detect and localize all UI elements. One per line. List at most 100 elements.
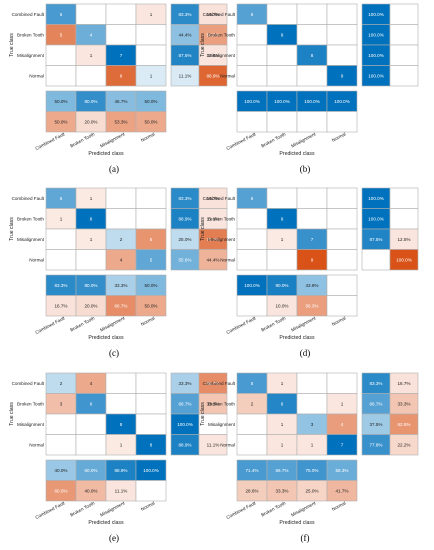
matrix-cell (75, 3, 107, 25)
matrix-cell-value: 1 (90, 237, 93, 242)
y-tick-label: Broken Tooth (17, 401, 44, 406)
row-summary-cell (389, 44, 419, 66)
matrix-cell-value: 1 (281, 237, 284, 242)
matrix-cell (135, 249, 167, 271)
matrix-cell (236, 44, 268, 66)
matrix-cell-value: 1 (341, 401, 344, 406)
matrix-cell (75, 434, 107, 456)
matrix-cell (296, 3, 328, 25)
row-summary-value: 88.9% (178, 216, 191, 221)
row-summary-cell (389, 249, 419, 271)
matrix-cell-value: 1 (60, 216, 63, 221)
matrix-cell-value: 6 (281, 401, 284, 406)
y-tick-label: Misalignment (208, 422, 236, 427)
row-summary-value: 44.4% (178, 32, 191, 37)
matrix-cell-value: 5 (251, 381, 254, 386)
matrix-cell (326, 44, 358, 66)
matrix-cell (75, 65, 107, 87)
row-summary-value: 16.7% (206, 12, 219, 17)
matrix-cell (135, 372, 167, 394)
matrix-cell (236, 434, 268, 456)
row-summary-cell (198, 434, 228, 456)
row-summary-value: 83.3% (178, 12, 191, 17)
matrix-cell-value: 6 (120, 73, 123, 78)
matrix-cell (135, 65, 167, 87)
y-tick-label: Combined Fault (203, 196, 236, 201)
column-summary-value: 100.0% (143, 468, 159, 473)
panel-label: (d) (300, 348, 311, 358)
y-tick-label: Combined Fault (12, 196, 45, 201)
column-summary-value: 80.0% (84, 283, 97, 288)
matrix-cell-value: 1 (281, 442, 284, 447)
x-tick-label: Misalignment (99, 131, 126, 148)
row-summary-cell (389, 434, 419, 456)
matrix-cell-value: 2 (251, 401, 254, 406)
matrix-cell-value: 3 (311, 422, 314, 427)
matrix-cell (45, 65, 77, 87)
matrix-cell-value: 5 (60, 32, 63, 37)
row-summary-value: 77.8% (369, 442, 382, 447)
x-axis-label: Predicted class (88, 520, 124, 526)
x-tick-label: Combined Fault (34, 315, 66, 335)
row-summary-value: 100.0% (368, 32, 384, 37)
x-tick-label: Normal (140, 500, 155, 511)
matrix-cell-value: 8 (120, 422, 123, 427)
matrix-cell (326, 228, 358, 250)
column-summary-value: 60.0% (54, 488, 67, 493)
matrix-cell (236, 208, 268, 230)
y-axis-label: True class (9, 217, 15, 241)
row-summary-value: 25.0% (178, 237, 191, 242)
matrix-cell (326, 24, 358, 46)
x-tick-label: Normal (331, 500, 346, 511)
column-summary-cell (296, 111, 328, 133)
matrix-cell (296, 24, 328, 46)
column-summary-value: 66.7% (114, 303, 127, 308)
x-tick-label: Misalignment (290, 315, 317, 332)
panel-label: (f) (301, 533, 310, 543)
matrix-cell-value: 6 (90, 401, 93, 406)
row-summary-value: 100.0% (396, 257, 412, 262)
column-summary-value: 20.0% (84, 119, 97, 124)
matrix-cell (326, 3, 358, 25)
panel-label: (b) (300, 164, 311, 174)
column-summary-value: 100.0% (244, 283, 260, 288)
matrix-cell (266, 3, 298, 25)
row-summary-cell (389, 65, 419, 87)
y-tick-label: Broken Tooth (208, 216, 235, 221)
row-summary-value: 11.1% (207, 442, 220, 447)
y-tick-label: Broken Tooth (208, 32, 235, 37)
y-tick-label: Broken Tooth (208, 401, 235, 406)
y-tick-label: Combined Fault (12, 381, 45, 386)
column-summary-value: 60.0% (84, 468, 97, 473)
row-summary-value: 100.0% (368, 12, 384, 17)
x-axis-label: Predicted class (279, 335, 315, 341)
x-axis-label: Predicted class (279, 520, 315, 526)
matrix-cell-value: 6 (251, 12, 254, 17)
y-tick-label: Combined Fault (12, 12, 45, 17)
column-summary-cell (266, 111, 298, 133)
matrix-cell-value: 5 (60, 196, 63, 201)
column-summary-value: 66.7% (275, 468, 288, 473)
column-summary-value: 83.3% (54, 283, 67, 288)
matrix-cell-value: 2 (120, 237, 123, 242)
y-tick-label: Misalignment (208, 53, 236, 58)
row-summary-value: 33.3% (206, 401, 219, 406)
row-summary-value: 22.2% (397, 442, 410, 447)
row-summary-value: 62.5% (397, 422, 410, 427)
matrix-cell (135, 187, 167, 209)
matrix-cell (296, 372, 328, 394)
row-summary-cell (198, 249, 228, 271)
matrix-cell (105, 393, 137, 415)
matrix-cell-value: 9 (311, 257, 314, 262)
column-summary-cell (326, 274, 358, 296)
matrix-cell-value: 3 (60, 401, 63, 406)
x-tick-label: Broken Tooth (69, 131, 96, 148)
matrix-cell (75, 249, 107, 271)
row-summary-value: 100.0% (368, 216, 384, 221)
row-summary-value: 83.3% (178, 196, 191, 201)
matrix-cell (135, 434, 167, 456)
row-summary-cell (389, 24, 419, 46)
row-summary-cell (389, 3, 419, 25)
y-axis-label: True class (200, 217, 206, 241)
